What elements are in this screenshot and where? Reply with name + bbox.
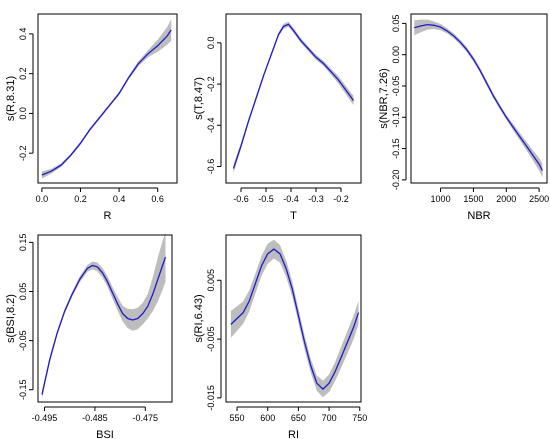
- plot-frame-t: [225, 13, 362, 184]
- x-tick-label-ri: 700: [322, 413, 337, 423]
- smooth-curve-r: [41, 29, 172, 176]
- smooth-curve-t: [232, 23, 355, 169]
- panel-t: -0.6 -0.5 -0.4 -0.3 -0.2 -0.6 -0.4 -0.2 0.0 Ts(T,…: [193, 13, 362, 222]
- x-tick-label-nbr: 2500: [529, 194, 549, 204]
- y-tick-label-nbr: -0.15: [391, 138, 401, 159]
- y-tick-label-r: 0.4: [18, 28, 28, 41]
- confidence-band-t: [233, 21, 354, 173]
- y-tick-label-ri: 0.005: [206, 269, 216, 292]
- x-tick-label-bsi: -0.495: [32, 413, 58, 423]
- x-tick-label-ri: 650: [291, 413, 306, 423]
- plot-frame-nbr: [410, 13, 548, 184]
- smooth-curve-bsi: [41, 256, 167, 395]
- plot-frame-bsi: [37, 234, 173, 403]
- y-tick-label-bsi: -0.15: [18, 379, 28, 400]
- x-axis-title-r: R: [104, 210, 112, 222]
- plot-frame-ri: [225, 234, 362, 403]
- y-tick-label-ri: -0.015: [206, 385, 216, 411]
- y-axis-title-t: s(T,8.47): [193, 77, 205, 120]
- plot-frame-r: [37, 13, 178, 184]
- smooth-curve-ri: [230, 248, 360, 391]
- x-tick-label-bsi: -0.485: [82, 413, 108, 423]
- x-tick-label-t: -0.2: [333, 194, 349, 204]
- confidence-band-ri: [230, 239, 359, 398]
- x-tick-label-t: -0.3: [308, 194, 324, 204]
- x-tick-label-ri: 600: [260, 413, 275, 423]
- x-tick-label-nbr: 1000: [431, 194, 451, 204]
- y-tick-label-nbr: 0.05: [391, 15, 401, 33]
- x-tick-label-nbr: 1500: [463, 194, 483, 204]
- x-tick-label-r: 0.6: [151, 194, 164, 204]
- y-tick-label-t: -0.2: [206, 76, 216, 92]
- x-axis-title-bsi: BSI: [96, 429, 114, 439]
- x-tick-label-r: 0.2: [74, 194, 87, 204]
- y-tick-label-t: 0.0: [206, 37, 216, 50]
- y-tick-label-nbr: -0.05: [391, 76, 401, 97]
- y-tick-label-r: -0.2: [18, 145, 28, 161]
- x-tick-label-t: -0.5: [258, 194, 274, 204]
- y-tick-label-bsi: 0.05: [18, 283, 28, 301]
- y-tick-label-nbr: 0.00: [391, 46, 401, 64]
- y-tick-label-t: -0.6: [206, 159, 216, 175]
- x-tick-label-t: -0.6: [233, 194, 249, 204]
- confidence-band-r: [41, 19, 172, 179]
- panel-bsi: -0.495 -0.485 -0.475 -0.15 -0.05 0.05 0.15 BSI s…: [5, 232, 173, 439]
- y-tick-label-bsi: -0.05: [18, 330, 28, 351]
- panel-r: 0.0 0.2 0.4 0.6-0.20.00.20.4Rs(R,8.31): [5, 13, 178, 222]
- x-tick-label-r: 0.0: [36, 194, 49, 204]
- y-tick-label-nbr: -0.20: [391, 170, 401, 191]
- y-tick-label-t: -0.4: [206, 118, 216, 134]
- confidence-band-bsi: [42, 232, 166, 399]
- x-tick-label-bsi: -0.475: [133, 413, 159, 423]
- x-tick-label-ri: 750: [352, 413, 367, 423]
- confidence-band-nbr: [414, 19, 543, 178]
- y-tick-label-nbr: -0.10: [391, 107, 401, 128]
- panel-ri: 550 600 650 700 750 -0.015 -0.005 0.005 RI s(RI,6…: [193, 234, 367, 439]
- panel-nbr: 1000 1500 2000 2500 -0.20 -0.15 -0.10 -0.05 0.00…: [378, 13, 549, 222]
- y-axis-title-nbr: s(NBR,7.26): [378, 68, 390, 129]
- x-axis-title-nbr: NBR: [467, 210, 490, 222]
- y-tick-label-r: 0.2: [18, 67, 28, 80]
- y-axis-title-r: s(R,8.31): [5, 76, 17, 121]
- x-tick-label-r: 0.4: [113, 194, 126, 204]
- y-tick-label-r: 0.0: [18, 107, 28, 120]
- y-tick-label-bsi: 0.15: [18, 234, 28, 252]
- x-tick-label-nbr: 2000: [496, 194, 516, 204]
- y-axis-title-ri: s(RI,6.43): [193, 294, 205, 342]
- y-tick-label-ri: -0.005: [206, 326, 216, 352]
- x-axis-title-t: T: [290, 210, 297, 222]
- x-tick-label-t: -0.4: [283, 194, 299, 204]
- smooth-curve-nbr: [414, 23, 543, 171]
- x-tick-label-ri: 550: [230, 413, 245, 423]
- y-axis-title-bsi: s(BSI,8.2): [5, 294, 17, 343]
- x-axis-title-ri: RI: [288, 429, 299, 439]
